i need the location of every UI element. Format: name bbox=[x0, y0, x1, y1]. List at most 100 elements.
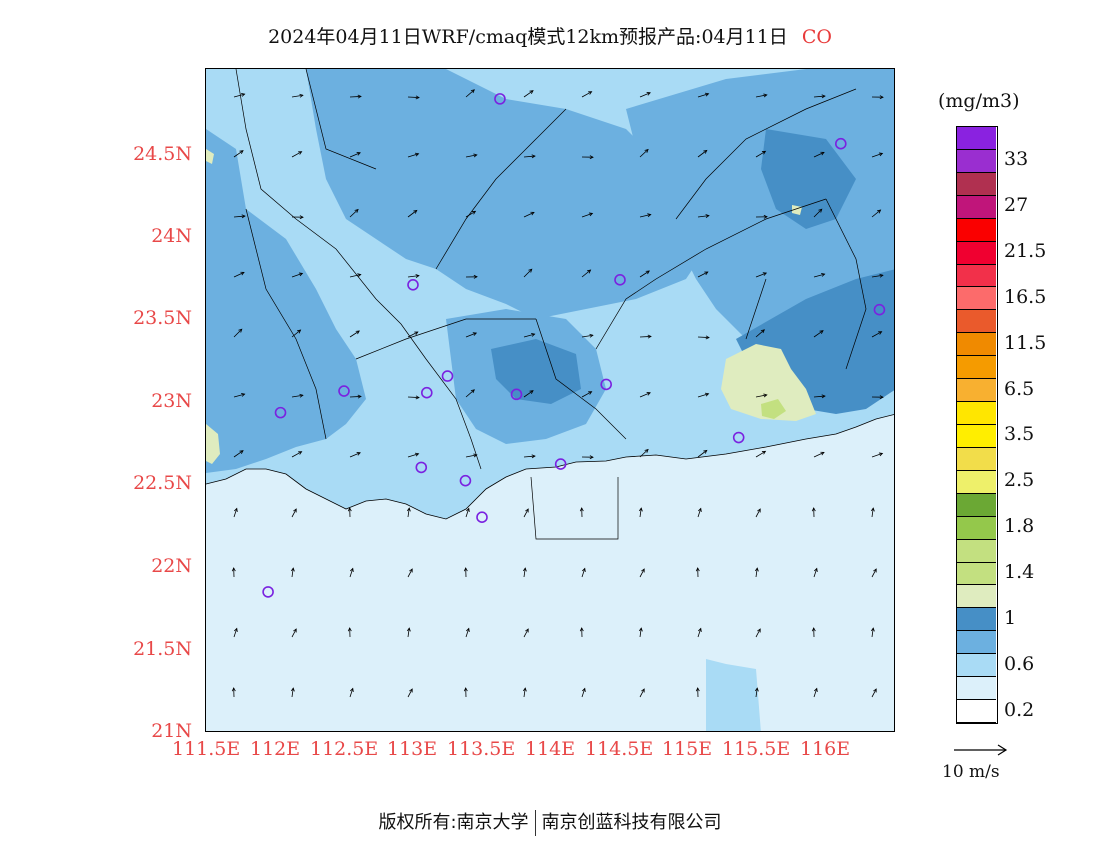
wind-arrow bbox=[754, 567, 759, 578]
wind-arrow bbox=[465, 153, 478, 158]
wind-arrow bbox=[870, 507, 875, 518]
wind-arrow bbox=[697, 271, 709, 278]
wind-arrow bbox=[755, 508, 761, 518]
wind-arrow bbox=[233, 214, 246, 219]
colorbar-segment bbox=[957, 585, 996, 609]
wind-arrow bbox=[291, 151, 303, 158]
y-tick-label: 21N bbox=[151, 720, 192, 742]
wind-arrow bbox=[523, 628, 529, 638]
colorbar-segment bbox=[957, 310, 996, 334]
colorbar-label: 11.5 bbox=[1004, 331, 1047, 354]
colorbar-segment bbox=[957, 447, 996, 471]
wind-arrow bbox=[523, 390, 534, 398]
colorbar-segment bbox=[957, 287, 996, 311]
wind-arrow bbox=[349, 208, 359, 218]
station-marker bbox=[600, 378, 613, 391]
wind-arrow bbox=[813, 208, 823, 218]
concentration-map bbox=[205, 68, 895, 732]
wind-arrow bbox=[463, 567, 468, 578]
x-tick-label: 112E bbox=[250, 738, 301, 760]
wind-arrow bbox=[465, 89, 475, 98]
wind-arrow bbox=[811, 507, 816, 518]
wind-arrow bbox=[233, 150, 244, 158]
wind-arrow bbox=[755, 93, 768, 98]
colorbar-label: 21.5 bbox=[1004, 240, 1047, 263]
wind-arrow bbox=[639, 334, 652, 339]
colorbar-label: 27 bbox=[1004, 194, 1029, 217]
wind-arrow bbox=[697, 627, 702, 638]
wind-arrow bbox=[639, 688, 645, 698]
colorbar-segment bbox=[957, 516, 996, 540]
hong-kong-boundary bbox=[530, 476, 619, 540]
wind-arrow bbox=[813, 273, 826, 278]
co-region-dongguan-high bbox=[491, 339, 581, 404]
copyright-company: 南京创蓝科技有限公司 bbox=[541, 812, 722, 833]
wind-arrow bbox=[291, 628, 297, 638]
wind-arrow bbox=[697, 449, 708, 458]
colorbar-label: 33 bbox=[1004, 148, 1029, 171]
wind-arrow bbox=[291, 215, 304, 220]
wind-arrow bbox=[871, 688, 877, 698]
wind-arrow bbox=[523, 333, 536, 338]
wind-arrow bbox=[465, 389, 475, 398]
co-region-north-high bbox=[761, 129, 856, 229]
wind-arrow bbox=[523, 211, 535, 218]
colorbar-segment bbox=[957, 172, 996, 196]
wind-arrow bbox=[349, 567, 354, 578]
co-region-shanwei-core bbox=[761, 399, 786, 419]
wind-arrow bbox=[407, 395, 420, 400]
wind-arrow bbox=[581, 155, 594, 160]
colorbar-segment bbox=[957, 700, 996, 723]
y-tick-label: 23N bbox=[151, 390, 192, 412]
colorbar-segment bbox=[957, 677, 996, 701]
colorbar-label: 0.2 bbox=[1004, 698, 1035, 721]
wind-arrow bbox=[813, 567, 818, 578]
y-tick-label: 22.5N bbox=[133, 472, 192, 494]
wind-arrow bbox=[407, 331, 419, 338]
admin-boundaries bbox=[235, 69, 867, 470]
wind-arrow bbox=[639, 448, 649, 458]
station-marker bbox=[407, 279, 419, 291]
wind-arrow bbox=[233, 93, 246, 98]
wind-arrow bbox=[695, 687, 700, 698]
wind-arrow bbox=[581, 269, 592, 278]
wind-arrow bbox=[523, 154, 536, 159]
wind-arrow bbox=[755, 450, 767, 458]
wind-arrow bbox=[407, 274, 420, 278]
colorbar-units: (mg/m3) bbox=[938, 90, 1020, 112]
station-marker bbox=[614, 274, 626, 286]
colorbar-label: 16.5 bbox=[1004, 285, 1047, 308]
copyright-owner: 版权所有:南京大学 bbox=[378, 812, 529, 833]
x-tick-label: 113E bbox=[387, 738, 438, 760]
station-marker bbox=[510, 388, 523, 401]
wind-arrow bbox=[813, 330, 824, 338]
y-tick-label: 24N bbox=[151, 225, 192, 247]
wind-arrow bbox=[465, 627, 470, 638]
wind-arrow bbox=[523, 508, 529, 518]
colorbar-label: 6.5 bbox=[1004, 377, 1035, 400]
co-region-west-edge bbox=[206, 424, 220, 464]
wind-arrow bbox=[291, 393, 304, 398]
station-marker bbox=[834, 137, 847, 150]
wind-arrow bbox=[349, 152, 361, 158]
wind-arrow bbox=[407, 452, 420, 458]
wind-arrow bbox=[638, 507, 643, 518]
wind-arrow bbox=[581, 91, 593, 98]
wind-arrow bbox=[639, 148, 649, 158]
wind-arrow bbox=[231, 687, 236, 698]
wind-arrow bbox=[407, 152, 420, 158]
wind-arrow bbox=[581, 333, 594, 338]
y-tick-label: 21.5N bbox=[133, 638, 192, 660]
colorbar bbox=[956, 126, 998, 724]
wind-arrow bbox=[407, 95, 420, 100]
wind-arrow bbox=[347, 507, 352, 518]
wind-arrow bbox=[233, 450, 244, 458]
colorbar-segment bbox=[957, 608, 996, 632]
wind-arrow bbox=[407, 688, 413, 698]
station-marker bbox=[873, 303, 886, 316]
wind-arrow bbox=[465, 274, 478, 279]
wind-arrow bbox=[406, 627, 411, 638]
wind-arrow bbox=[813, 394, 826, 399]
station-marker bbox=[441, 370, 454, 382]
wind-arrow bbox=[871, 452, 884, 458]
